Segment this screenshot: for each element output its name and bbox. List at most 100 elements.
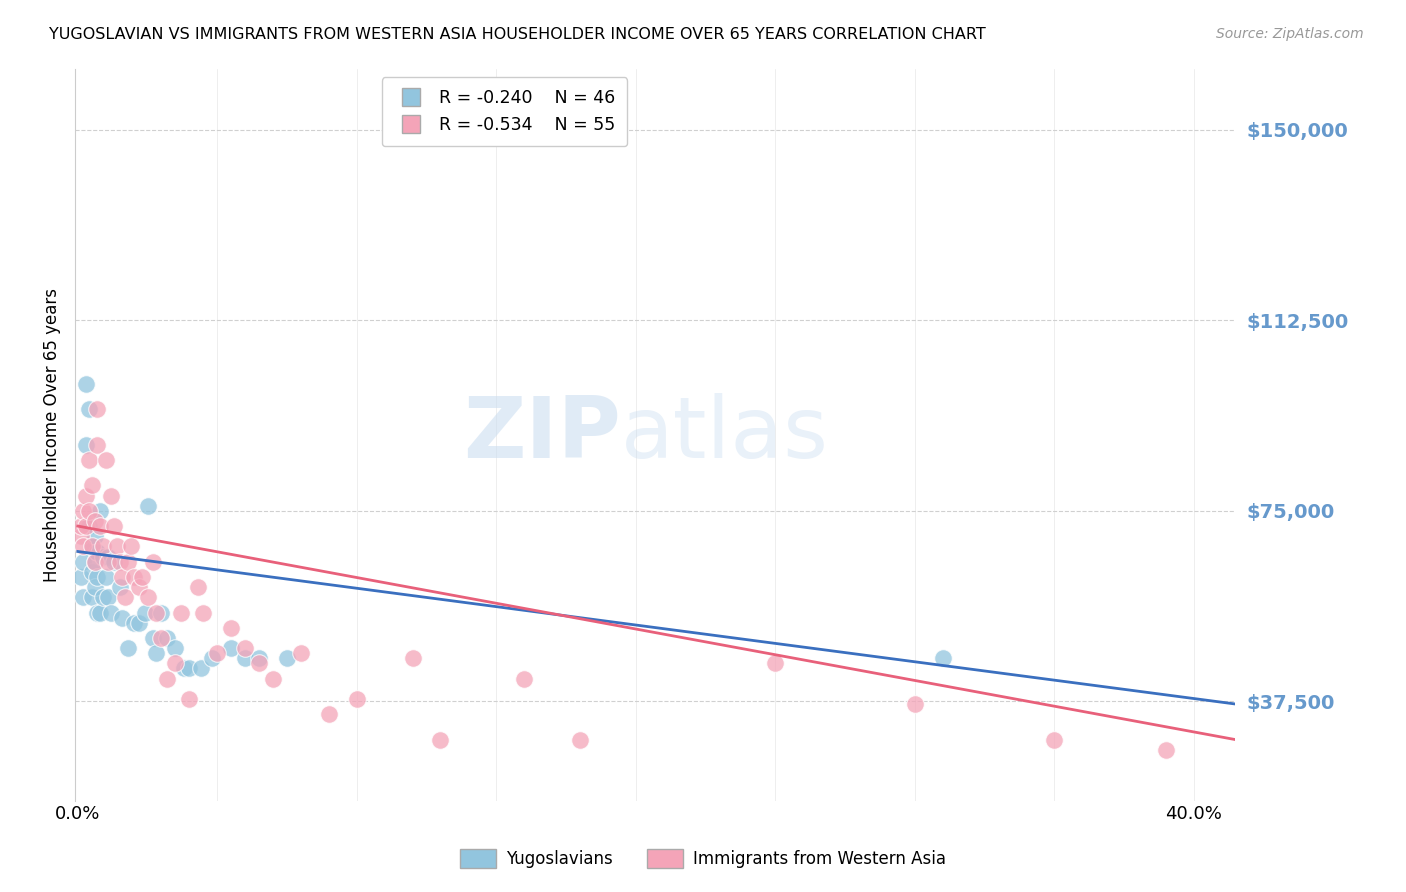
Point — [120, 540, 142, 554]
Point — [165, 657, 187, 671]
Text: Source: ZipAtlas.com: Source: ZipAtlas.com — [1216, 27, 1364, 41]
Point — [145, 606, 167, 620]
Point — [94, 453, 117, 467]
Point — [83, 529, 105, 543]
Point — [568, 732, 591, 747]
Point — [69, 519, 91, 533]
Point — [75, 489, 97, 503]
Point — [72, 555, 94, 569]
Point — [80, 591, 103, 605]
Point — [247, 651, 270, 665]
Point — [142, 631, 165, 645]
Point — [72, 591, 94, 605]
Point — [513, 672, 536, 686]
Point — [136, 499, 159, 513]
Point — [179, 692, 201, 706]
Point — [86, 544, 108, 558]
Point — [904, 697, 927, 711]
Point — [69, 570, 91, 584]
Point — [187, 580, 209, 594]
Point — [122, 615, 145, 630]
Point — [83, 555, 105, 569]
Point — [97, 549, 120, 564]
Point — [763, 657, 786, 671]
Point — [111, 570, 134, 584]
Point — [173, 661, 195, 675]
Point — [346, 692, 368, 706]
Text: ZIP: ZIP — [463, 393, 620, 476]
Point — [128, 580, 150, 594]
Point — [156, 672, 179, 686]
Point — [114, 591, 136, 605]
Point — [69, 529, 91, 543]
Point — [219, 641, 242, 656]
Point — [97, 555, 120, 569]
Point — [91, 540, 114, 554]
Point — [1043, 732, 1066, 747]
Point — [108, 555, 131, 569]
Point — [86, 606, 108, 620]
Legend: Yugoslavians, Immigrants from Western Asia: Yugoslavians, Immigrants from Western As… — [453, 842, 953, 875]
Point — [201, 651, 224, 665]
Point — [89, 606, 111, 620]
Point — [80, 565, 103, 579]
Point — [142, 555, 165, 569]
Point — [145, 646, 167, 660]
Point — [75, 519, 97, 533]
Point — [83, 580, 105, 594]
Point — [150, 631, 173, 645]
Point — [207, 646, 229, 660]
Point — [77, 453, 100, 467]
Point — [75, 376, 97, 391]
Point — [318, 707, 340, 722]
Point — [94, 570, 117, 584]
Point — [83, 555, 105, 569]
Point — [170, 606, 193, 620]
Point — [262, 672, 284, 686]
Point — [83, 514, 105, 528]
Point — [91, 591, 114, 605]
Point — [117, 641, 139, 656]
Point — [77, 402, 100, 417]
Point — [247, 657, 270, 671]
Point — [117, 555, 139, 569]
Point — [72, 504, 94, 518]
Point — [75, 438, 97, 452]
Point — [233, 641, 256, 656]
Point — [89, 519, 111, 533]
Point — [100, 606, 122, 620]
Point — [97, 591, 120, 605]
Point — [103, 519, 125, 533]
Point — [179, 661, 201, 675]
Point — [111, 610, 134, 624]
Point — [156, 631, 179, 645]
Point — [429, 732, 451, 747]
Y-axis label: Householder Income Over 65 years: Householder Income Over 65 years — [44, 287, 60, 582]
Point — [77, 519, 100, 533]
Text: atlas: atlas — [620, 393, 828, 476]
Point — [290, 646, 312, 660]
Point — [128, 615, 150, 630]
Legend: R = -0.240    N = 46, R = -0.534    N = 55: R = -0.240 N = 46, R = -0.534 N = 55 — [381, 78, 627, 146]
Point — [89, 504, 111, 518]
Point — [233, 651, 256, 665]
Point — [131, 570, 153, 584]
Point — [86, 402, 108, 417]
Point — [931, 651, 953, 665]
Point — [150, 606, 173, 620]
Point — [136, 591, 159, 605]
Point — [86, 438, 108, 452]
Point — [401, 651, 423, 665]
Point — [105, 540, 128, 554]
Point — [219, 621, 242, 635]
Point — [190, 661, 212, 675]
Point — [108, 580, 131, 594]
Point — [122, 570, 145, 584]
Point — [80, 540, 103, 554]
Point — [77, 504, 100, 518]
Point — [134, 606, 156, 620]
Point — [165, 641, 187, 656]
Point — [86, 570, 108, 584]
Point — [100, 489, 122, 503]
Point — [80, 478, 103, 492]
